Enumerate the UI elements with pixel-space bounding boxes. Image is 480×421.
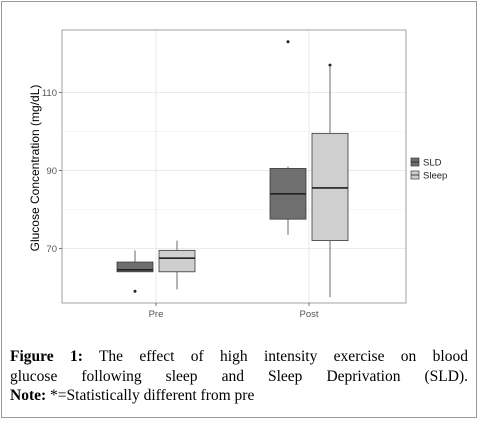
- box-sld-pre: [116, 250, 154, 293]
- outlier-point: [328, 63, 332, 67]
- figure-label: Figure 1:: [10, 348, 83, 365]
- box-body: [311, 132, 349, 242]
- caption-text-1: The effect of high intensity exercise on…: [98, 348, 468, 365]
- outlier-point: [286, 40, 290, 44]
- legend-label: SLD: [423, 158, 442, 169]
- box-body: [158, 249, 196, 273]
- note-text: *=Statistically different from pre: [50, 387, 255, 404]
- legend-label: Sleep: [423, 171, 447, 182]
- x-tick-label: Pre: [149, 309, 164, 320]
- legend-item-sleep: Sleep: [410, 171, 447, 182]
- figure-caption: Figure 1: The effect of high intensity e…: [10, 347, 468, 406]
- y-axis-label: Glucose Concentration (mg/dL): [28, 85, 42, 252]
- y-tick-label: 110: [42, 88, 57, 99]
- box-sld-post: [269, 40, 307, 235]
- caption-line-1: Figure 1: The effect of high intensity e…: [10, 347, 468, 367]
- plot-panel-border: [61, 29, 407, 304]
- y-tick-label: 90: [46, 166, 57, 177]
- box-sleep-post: [311, 63, 349, 298]
- caption-line-2: glucose following sleep and Sleep Depriv…: [10, 367, 468, 385]
- y-tick-label: 70: [46, 244, 57, 255]
- outlier-point: [133, 289, 137, 293]
- note-label: Note:: [10, 387, 47, 404]
- x-tick-label: Post: [299, 309, 318, 320]
- caption-note: Note: *=Statistically different from pre: [10, 386, 468, 406]
- boxplot-chart: Glucose Concentration (mg/dL) 70 90 110 Pre…: [28, 29, 447, 320]
- legend-item-sld: SLD: [410, 158, 442, 169]
- box-body: [116, 261, 154, 273]
- box-sleep-pre: [158, 240, 196, 290]
